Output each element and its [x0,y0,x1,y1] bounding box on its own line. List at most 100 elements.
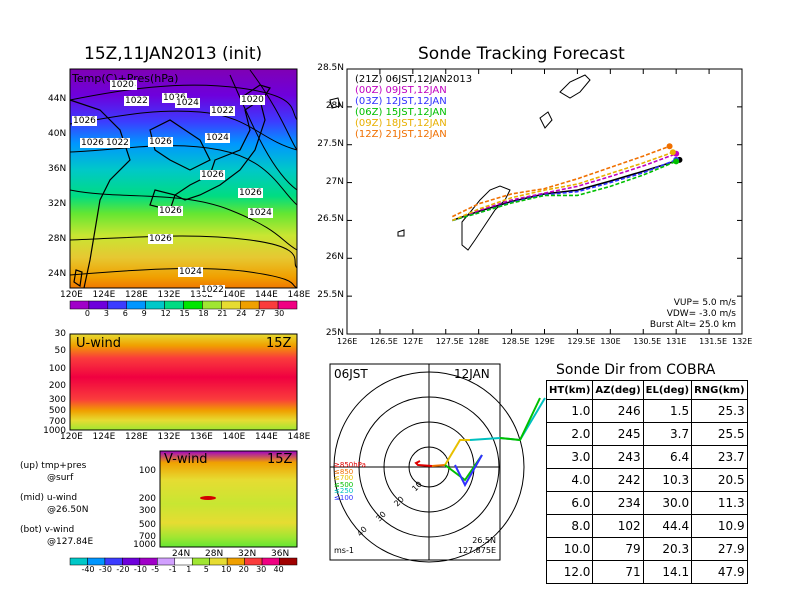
map-lat-label: 36N [48,164,67,174]
u-wind-pressure-label: 50 [54,346,66,356]
hodograph [414,397,546,488]
vwind-colorbar-cell [191,557,210,566]
isobar-contours [69,69,298,289]
table-cell: 246 [592,399,644,423]
vwind-colorbar-label: 10 [221,565,232,574]
u-wind-pressure-label: 700 [48,417,66,427]
temp-colorbar-label: 12 [160,309,171,318]
track-legend-item: (21Z) 06JST,12JAN2013 [355,74,473,85]
table-cell: 12.0 [545,560,594,584]
isobar-label: 1026 [158,206,183,216]
u-wind-lon-label: 128E [125,432,148,442]
v-wind-label: V-wind [164,452,208,467]
table-cell: 6.0 [545,491,594,515]
table-row: 10.0 79 20.3 27.9 [545,537,748,561]
track-series-line [452,153,677,222]
track-series-line [452,159,680,222]
track-series-line [452,151,674,222]
track-legend-item: (06Z) 15JST,12JAN [355,107,447,118]
isobar-label: 1026 [148,137,173,147]
v-wind-max-spot [200,496,216,500]
track-lon-label: 127E [402,337,424,346]
legend-up-2: @surf [47,473,74,483]
vwind-colorbar-label: -1 [168,565,177,574]
table-cell: 20.3 [642,537,693,561]
vwind-colorbar-cell [226,557,245,566]
table-cell: 6.4 [642,445,693,469]
sonde-table-header: HT(km) AZ(deg) EL(deg) RNG(km) [545,380,748,400]
u-wind-frame [69,333,298,431]
header-az: AZ(deg) [592,380,644,400]
table-row: 6.0 234 30.0 11.3 [545,491,748,515]
header-ht: HT(km) [545,380,594,400]
table-cell: 27.9 [691,537,748,561]
vwind-colorbar-label: 30 [256,565,267,574]
v-wind-pressure-label: 700 [138,532,156,542]
temp-colorbar [69,300,298,310]
vwind-colorbar-label: -10 [133,565,147,574]
table-cell: 10.0 [545,537,594,561]
polar-label-right: 12JAN [454,367,490,381]
vwind-colorbar-label: -20 [116,565,130,574]
isobar-label: 1026 [80,138,105,148]
track-legend-item: (00Z) 09JST,12JAN [355,85,447,96]
vwind-colorbar-cell [279,557,298,566]
table-cell: 245 [592,422,644,446]
polar-legend-item: ≤700 [334,474,354,482]
table-cell: 44.4 [642,514,693,538]
track-series-endpoint [673,158,680,165]
u-wind-pressure-label: 30 [54,329,66,339]
map-lat-label: 40N [48,129,67,139]
track-lat-label: 25N [325,328,344,338]
polar-pos-lon: 127.875E [457,546,496,555]
track-lon-label: 130E [600,337,621,346]
map-lat-label: 44N [48,94,67,104]
map-lon-label: 124E [92,290,116,300]
temp-colorbar-label: 21 [217,309,228,318]
v-wind-field [160,451,297,547]
header-el: EL(deg) [642,380,693,400]
vwind-colorbar-cell [104,557,123,566]
temp-colorbar-cell [107,300,128,310]
temp-colorbar-label: 18 [198,309,209,318]
track-lon-label: 126E [337,337,358,346]
table-cell: 4.0 [545,468,594,492]
vwind-colorbar-label: 40 [273,565,284,574]
table-cell: 23.7 [691,445,748,469]
vwind-colorbar [69,557,298,566]
temp-colorbar-cell [258,300,279,310]
table-cell: 3.0 [545,445,594,469]
map-lon-label: 140E [222,290,246,300]
map-frame [69,68,298,289]
sonde-table-title: Sonde Dir from COBRA [556,362,716,378]
temp-colorbar-cell [240,300,260,310]
legend-bot: (bot) v-wind [20,525,75,535]
u-wind-lon-label: 132E [157,432,181,442]
v-wind-time: 15Z [267,452,293,467]
map-title: 15Z,11JAN2013 (init) [84,44,263,64]
temp-colorbar-cell [183,300,203,310]
u-wind-pressure-label: 200 [48,381,66,391]
vwind-colorbar-cell [261,557,280,566]
track-lon-label: 128.5E [501,337,530,346]
temp-colorbar-cell [202,300,222,310]
table-row: 3.0 243 6.4 23.7 [545,445,748,469]
isobar-label: 1022 [105,138,130,148]
track-lon-label: 131.5E [699,337,728,346]
temp-colorbar-cell [126,300,146,310]
track-lon-label: 128E [468,337,489,346]
v-wind-pressure-label: 300 [138,506,156,516]
polar-pos-lat: 26.5N [472,536,496,545]
coastline [69,84,271,289]
map-lon-label: 128E [125,290,148,300]
track-series-line [451,145,670,218]
temp-colorbar-label: 27 [255,309,266,318]
v-wind-lat-label: 32N [238,549,257,559]
polar-unit: ms-1 [334,546,354,555]
map-lat-label: 28N [48,234,67,244]
legend-bot-2: @127.84E [47,537,94,547]
legend-mid: (mid) u-wind [20,493,78,503]
isobar-label: 1024 [248,208,273,218]
temp-colorbar-cell [277,300,298,310]
